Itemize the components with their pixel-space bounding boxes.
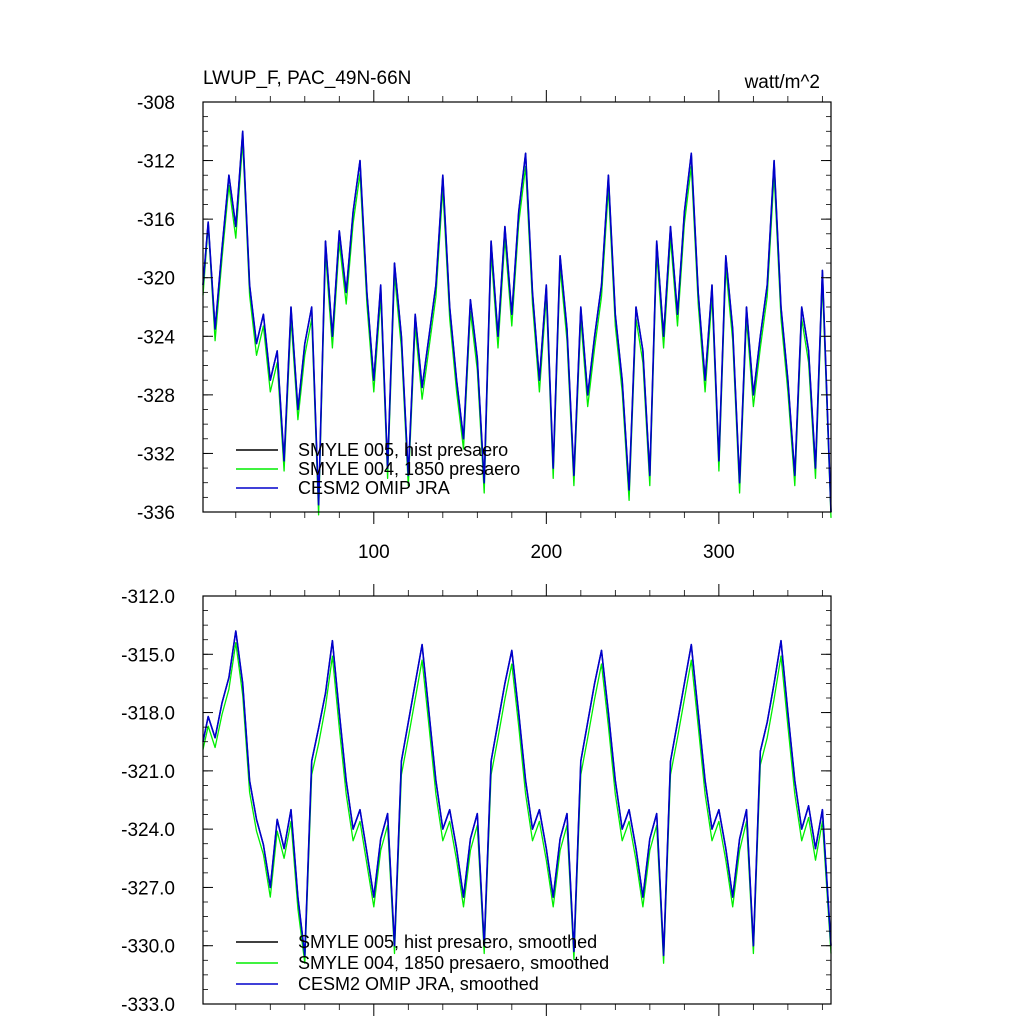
plot-title: LWUP_F, PAC_49N-66N xyxy=(203,68,411,89)
y-tick-label: -324.0 xyxy=(121,820,175,841)
x-tick-label: 100 xyxy=(358,542,390,563)
y-tick-label: -330.0 xyxy=(121,937,175,958)
bottom-panel: -312.0 -315.0 -318.0 -321.0 -324.0 -327.0 -330… xyxy=(121,584,832,1016)
y-tick-label: -312.0 xyxy=(121,587,175,608)
legend-label-3: CESM2 OMIP JRA, smoothed xyxy=(298,974,539,994)
x-tick-label: 200 xyxy=(530,542,562,563)
legend-label-1: SMYLE 005, hist presaero, smoothed xyxy=(298,932,597,952)
y-tick-label: -316 xyxy=(137,210,175,231)
y-tick-label: -308 xyxy=(137,93,175,114)
y-tick-label: -328 xyxy=(137,386,175,407)
y-tick-label: -332 xyxy=(137,444,175,465)
y-tick-label: -333.0 xyxy=(121,995,175,1016)
series-line-3 xyxy=(202,130,832,513)
y-tick-label: -320 xyxy=(137,269,175,290)
y-tick-label: -336 xyxy=(137,503,175,524)
legend-label-3: CESM2 OMIP JRA xyxy=(298,478,450,498)
y-tick-label: -324 xyxy=(137,327,175,348)
legend-label-2: SMYLE 004, 1850 presaero, smoothed xyxy=(298,953,609,973)
y-tick-label: -318.0 xyxy=(121,704,175,725)
series-line-3 xyxy=(202,630,832,957)
y-tick-label: -315.0 xyxy=(121,645,175,666)
y-tick-label: -312 xyxy=(137,152,175,173)
legend-label-1: SMYLE 005, hist presaero xyxy=(298,440,508,460)
legend-label-2: SMYLE 004, 1850 presaero xyxy=(298,459,520,479)
y-tick-label: -321.0 xyxy=(121,762,175,783)
x-tick-label: 300 xyxy=(703,542,735,563)
units-label: watt/m^2 xyxy=(744,72,820,93)
top-panel: -308 -312 -316 -320 -324 -328 -332 -336 100 200 30… xyxy=(137,90,832,563)
y-tick-label: -327.0 xyxy=(121,878,175,899)
